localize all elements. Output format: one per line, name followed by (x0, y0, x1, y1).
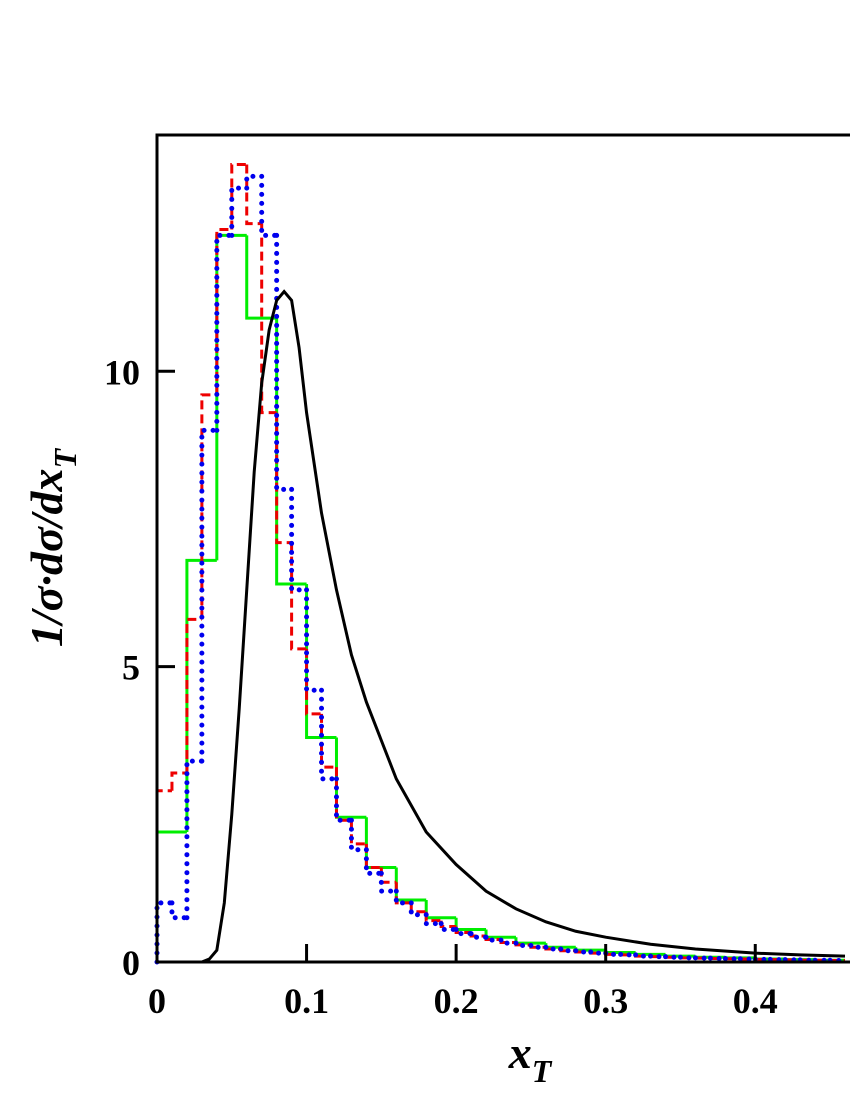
histogram-bin (334, 737, 367, 819)
histogram-bin (184, 758, 205, 921)
histogram-bin (424, 899, 457, 920)
histogram-bin (648, 953, 669, 960)
x-tick-label: 0 (148, 981, 166, 1021)
histogram-bin (260, 223, 277, 415)
histogram-bin (409, 902, 427, 914)
histogram-bin (364, 817, 397, 869)
histogram-bin (618, 951, 639, 958)
histogram-bin (215, 228, 232, 395)
histogram-bin (320, 713, 337, 769)
histogram-bin (378, 870, 399, 894)
histogram-bin (364, 843, 382, 869)
axes-frame (155, 133, 850, 964)
histogram-bin (454, 917, 487, 932)
histogram-bin (438, 921, 459, 933)
x-axis-label: xT (508, 1027, 553, 1089)
y-tick-label: 10 (104, 352, 140, 392)
histogram-bin (513, 940, 534, 948)
histogram-bin (453, 927, 474, 937)
histogram-bin (588, 949, 609, 956)
histogram-bin (333, 776, 354, 823)
histogram-bin (423, 912, 444, 927)
x-tick-label: 0.1 (284, 981, 329, 1021)
histogram-bin (484, 929, 516, 939)
histogram-bin (558, 946, 579, 954)
histogram-bin (170, 771, 187, 791)
histogram-bin (633, 952, 654, 959)
curve (201, 289, 846, 964)
x-tick-label: 0.4 (733, 981, 778, 1021)
histogram-bin (199, 427, 220, 764)
y-label-main: 1/σ·dσ/dx (21, 468, 72, 647)
histogram-bin (543, 944, 564, 952)
histogram-bin (349, 820, 367, 846)
histogram-bin (259, 173, 280, 238)
x-tick-label: 0.2 (434, 981, 479, 1021)
histogram-bin (169, 900, 190, 921)
histogram-bin (394, 867, 427, 902)
histogram-bin (319, 687, 339, 782)
histogram-bin (245, 235, 277, 320)
histogram-bin (379, 867, 397, 884)
histogram-bin (230, 163, 247, 230)
histogram-bin (304, 587, 325, 693)
y-axis-label: 1/σ·dσ/dxT (21, 447, 83, 647)
x-label-main: x (508, 1027, 532, 1078)
histogram-bin (290, 542, 307, 651)
histogram-bin (483, 934, 504, 943)
histogram-bin (334, 767, 352, 822)
histogram-bin (289, 486, 310, 593)
histogram-bin (229, 185, 250, 238)
histogram-bin (573, 948, 594, 955)
histogram-bin (155, 830, 187, 962)
histogram-bin (363, 847, 384, 876)
plot-area (154, 133, 850, 965)
y-tick-label: 0 (122, 943, 140, 983)
y-label-sub: T (47, 447, 83, 468)
x-tick-label: 0.3 (583, 981, 628, 1021)
histogram-bin (663, 954, 683, 960)
histogram-bin (305, 648, 322, 716)
histogram-bin (348, 817, 369, 853)
histogram-bin (214, 232, 235, 433)
histogram-bin (498, 937, 519, 946)
y-tick-label: 5 (122, 648, 140, 688)
histogram-bin (514, 937, 546, 945)
histogram-bin (215, 233, 247, 561)
histogram-bin (528, 942, 549, 950)
histogram-bin (677, 954, 698, 961)
histogram-bin (245, 164, 262, 226)
x-label-sub: T (532, 1053, 553, 1089)
histogram-bin (274, 232, 295, 492)
histogram-bin (275, 412, 292, 545)
histogram-bin (185, 617, 202, 773)
histogram-bin (468, 931, 489, 940)
histogram-bin (155, 789, 172, 962)
